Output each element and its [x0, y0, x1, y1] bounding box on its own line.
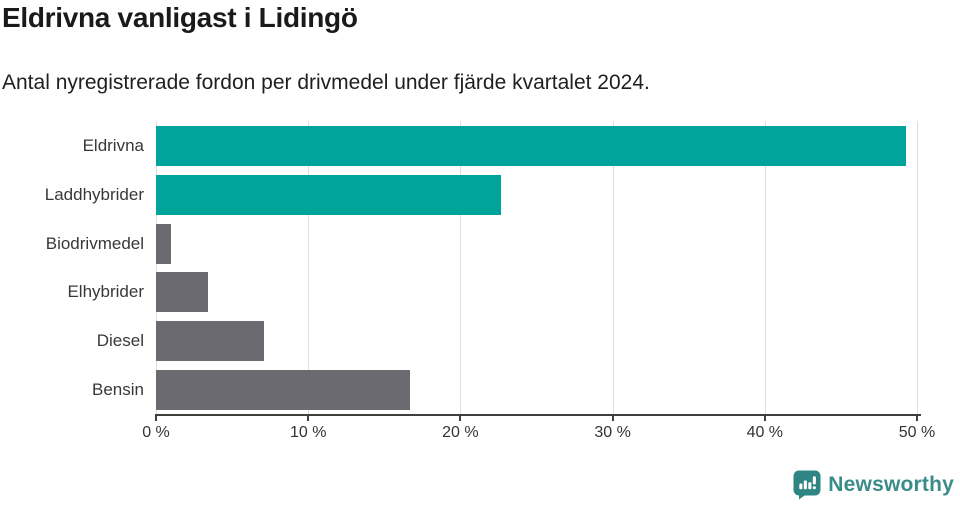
category-label: Diesel [96, 331, 144, 350]
bar-biodrivmedel [156, 224, 172, 264]
x-axis-line [155, 414, 921, 416]
x-axis-tick-label: 50 % [898, 424, 936, 441]
chart-subtitle: Antal nyregistrerade fordon per drivmede… [2, 71, 650, 94]
x-axis-tick [307, 416, 310, 421]
x-axis-tick [459, 416, 462, 421]
gridline [460, 121, 462, 414]
category-label: Elhybrider [67, 282, 144, 301]
brand-footer: Newsworthy [793, 470, 954, 500]
y-axis-labels: Eldrivna Laddhybrider Biodrivmedel Elhybrid… [0, 122, 144, 414]
brand-name[interactable]: Newsworthy [828, 473, 954, 496]
bar-diesel [156, 321, 265, 361]
x-axis-tick [916, 416, 918, 421]
gridline [612, 121, 614, 414]
newsworthy-logo-icon[interactable] [793, 470, 821, 500]
x-axis-tick [763, 416, 766, 421]
x-axis-tick-label: 40 % [746, 424, 784, 441]
gridline [764, 121, 766, 414]
x-axis-tick-label: 20 % [442, 424, 479, 441]
plot-area [156, 121, 921, 414]
x-axis-tick [155, 416, 157, 421]
gridline [308, 121, 310, 414]
x-axis-tick-label: 30 % [594, 424, 631, 441]
category-label: Bensin [92, 380, 144, 399]
bar-bensin [156, 370, 411, 410]
gridline [917, 121, 918, 414]
x-axis-tick-label: 10 % [289, 424, 327, 441]
gridline [156, 121, 157, 414]
x-axis-tick-label: 0 % [142, 424, 170, 441]
bar-eldrivna [156, 126, 907, 166]
bar-laddhybrider [156, 175, 502, 215]
bar-elhybrider [156, 272, 208, 312]
category-label: Biodrivmedel [45, 234, 144, 253]
category-label: Laddhybrider [44, 185, 144, 204]
category-label: Eldrivna [82, 136, 144, 155]
chart-title: Eldrivna vanligast i Lidingö [2, 2, 358, 33]
x-axis-tick [611, 416, 614, 421]
